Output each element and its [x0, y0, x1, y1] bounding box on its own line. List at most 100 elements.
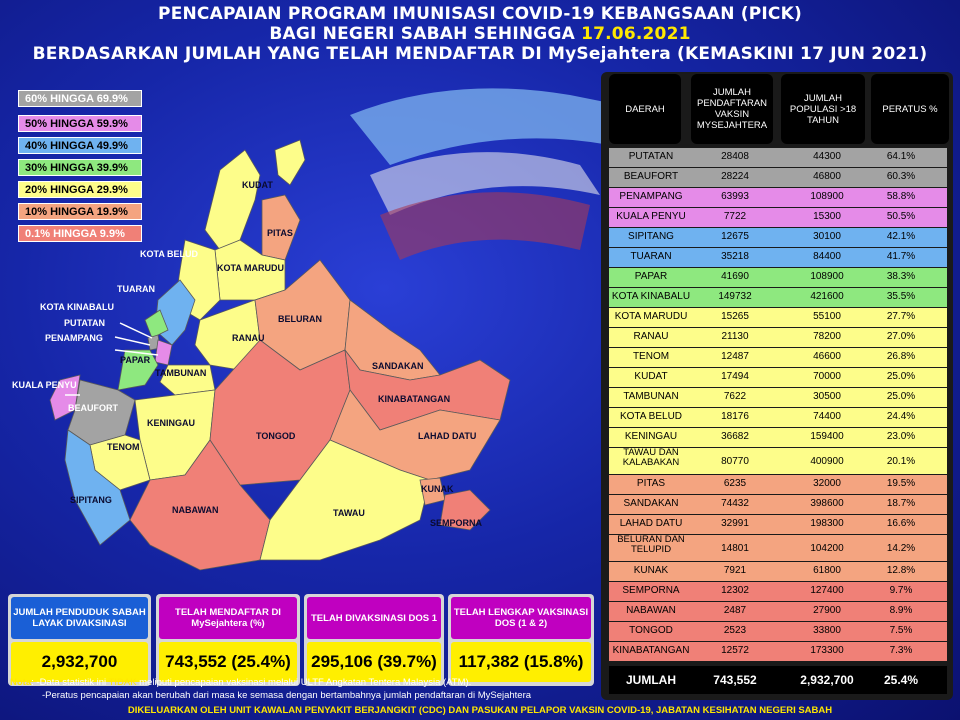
cell-registered: 7722 [723, 211, 747, 222]
cell-population: 32000 [813, 478, 841, 489]
table-row: SIPITANG 12675 30100 42.1% [609, 228, 947, 247]
cell-registered: 74432 [721, 498, 749, 509]
summary-head: TELAH LENGKAP VAKSINASI DOS (1 & 2) [451, 597, 591, 639]
cell-registered: 12572 [721, 645, 749, 656]
cell-district: TUARAN [630, 251, 672, 262]
cell-registered: 18176 [721, 411, 749, 422]
cell-population: 398600 [810, 498, 844, 509]
cell-registered: 12675 [721, 231, 749, 242]
cell-registered: 32991 [721, 518, 749, 529]
title-line-2: BAGI NEGERI SABAH SEHINGGA 17.06.2021 [0, 24, 960, 44]
cell-registered: 28408 [721, 151, 749, 162]
footer-credit: DIKELUARKAN OLEH UNIT KAWALAN PENYAKIT B… [127, 705, 833, 716]
table-row: PUTATAN 28408 44300 64.1% [609, 148, 947, 167]
total-percent: 25.4% [883, 673, 919, 687]
cell-registered: 36682 [721, 431, 749, 442]
cell-population: 55100 [813, 311, 841, 322]
region-papar [117, 349, 159, 391]
flag-backdrop [350, 88, 620, 260]
table-row: KINABATANGAN 12572 173300 7.3% [609, 642, 947, 661]
table-row: PENAMPANG 63993 108900 58.8% [609, 188, 947, 207]
cell-percent: 41.7% [886, 251, 916, 262]
cell-district: KUALA PENYU [616, 211, 686, 222]
cell-percent: 20.1% [886, 456, 916, 467]
cell-district: PITAS [636, 478, 666, 489]
table-row: LAHAD DATU 32991 198300 16.6% [609, 515, 947, 534]
table-row: KOTA BELUD 18176 74400 24.4% [609, 408, 947, 427]
table-row: BEAUFORT 28224 46800 60.3% [609, 168, 947, 187]
table-row: KUDAT 17494 70000 25.0% [609, 368, 947, 387]
cell-registered: 12302 [721, 585, 749, 596]
table-row: TENOM 12487 46600 26.8% [609, 348, 947, 367]
cell-population: 108900 [810, 191, 844, 202]
region-pitas [261, 194, 301, 261]
table-row: KUNAK 7921 61800 12.8% [609, 562, 947, 581]
table-row: KOTA KINABALU 149732 421600 35.5% [609, 288, 947, 307]
cell-registered: 2523 [723, 625, 747, 636]
table-row: TAWAU DAN KALABAKAN 80770 400900 20.1% [609, 448, 947, 474]
map-label-papar: PAPAR [120, 355, 151, 365]
cell-population: 421600 [810, 291, 844, 302]
cell-percent: 12.8% [886, 565, 916, 576]
title-line-3: BERDASARKAN JUMLAH YANG TELAH MENDAFTAR … [32, 44, 928, 64]
cell-percent: 16.6% [886, 518, 916, 529]
map-label-tawau: TAWAU [333, 508, 365, 518]
title-date: 17.06.2021 [581, 24, 691, 44]
cell-district: NABAWAN [626, 605, 676, 616]
cell-district: PUTATAN [628, 151, 674, 162]
cell-percent: 64.1% [886, 151, 916, 162]
map-label-sipitang: SIPITANG [70, 495, 112, 505]
cell-percent: 7.3% [889, 645, 913, 656]
cell-district: KOTA KINABALU [611, 291, 691, 302]
note-label: Nota [10, 677, 32, 688]
cell-population: 46800 [813, 171, 841, 182]
map-label-kudat: KUDAT [242, 180, 273, 190]
title-prefix: BAGI NEGERI SABAH SEHINGGA [269, 24, 582, 44]
summary-box-mendaftar: TELAH MENDAFTAR DI MySejahtera (%) 743,5… [156, 594, 300, 686]
map-label-tambunan: TAMBUNAN [155, 368, 207, 378]
table-row: KUALA PENYU 7722 15300 50.5% [609, 208, 947, 227]
map-label-lahad-datu: LAHAD DATU [418, 431, 477, 441]
title-line-1: PENCAPAIAN PROGRAM IMUNISASI COVID-19 KE… [158, 4, 802, 24]
summary-box-penduduk: JUMLAH PENDUDUK SABAH LAYAK DIVAKSINASI … [8, 594, 151, 686]
header-populasi: JUMLAH POPULASI >18 TAHUN [781, 74, 865, 144]
map-label-pitas: PITAS [267, 228, 293, 238]
cell-district: SEMPORNA [622, 585, 680, 596]
cell-percent: 25.0% [886, 371, 916, 382]
cell-registered: 41690 [721, 271, 749, 282]
total-label: JUMLAH [626, 673, 676, 687]
cell-percent: 60.3% [886, 171, 916, 182]
cell-district: BELURAN DAN TELUPID [617, 534, 685, 555]
cell-population: 84400 [813, 251, 841, 262]
cell-district: RANAU [633, 331, 669, 342]
cell-population: 74400 [813, 411, 841, 422]
cell-percent: 8.9% [889, 605, 913, 616]
map-label-keningau: KENINGAU [147, 418, 196, 428]
region-kota-kinabalu [144, 309, 169, 339]
total-population: 2,932,700 [800, 673, 854, 687]
summary-value: 743,552 (25.4%) [159, 642, 297, 682]
cell-district: TENOM [632, 351, 670, 362]
cell-population: 78200 [813, 331, 841, 342]
cell-district: KENINGAU [624, 431, 678, 442]
note-text-a: : -Data statistik ini [31, 677, 109, 688]
header-peratus: PERATUS % [871, 74, 949, 144]
table-row: TONGOD 2523 33800 7.5% [609, 622, 947, 641]
map-label-kota-kinabalu: KOTA KINABALU [40, 302, 114, 312]
map-label-kuala-penyu: KUALA PENYU [12, 380, 77, 390]
summary-value: 2,932,700 [11, 642, 148, 682]
summary-head: TELAH DIVAKSINASI DOS 1 [307, 597, 441, 639]
cell-registered: 12487 [721, 351, 749, 362]
region-kudat-island [274, 139, 306, 186]
note-line-1: Nota: -Data statistik ini TIDAK meliputi… [10, 677, 471, 688]
table-row: SANDAKAN 74432 398600 18.7% [609, 495, 947, 514]
cell-registered: 15265 [721, 311, 749, 322]
map-label-putatan: PUTATAN [64, 318, 105, 328]
cell-percent: 25.0% [886, 391, 916, 402]
cell-population: 30500 [813, 391, 841, 402]
cell-registered: 2487 [723, 605, 747, 616]
cell-percent: 38.3% [886, 271, 916, 282]
region-semporna [439, 489, 491, 531]
sabah-map [49, 139, 511, 571]
summary-head: JUMLAH PENDUDUK SABAH LAYAK DIVAKSINASI [11, 597, 148, 639]
